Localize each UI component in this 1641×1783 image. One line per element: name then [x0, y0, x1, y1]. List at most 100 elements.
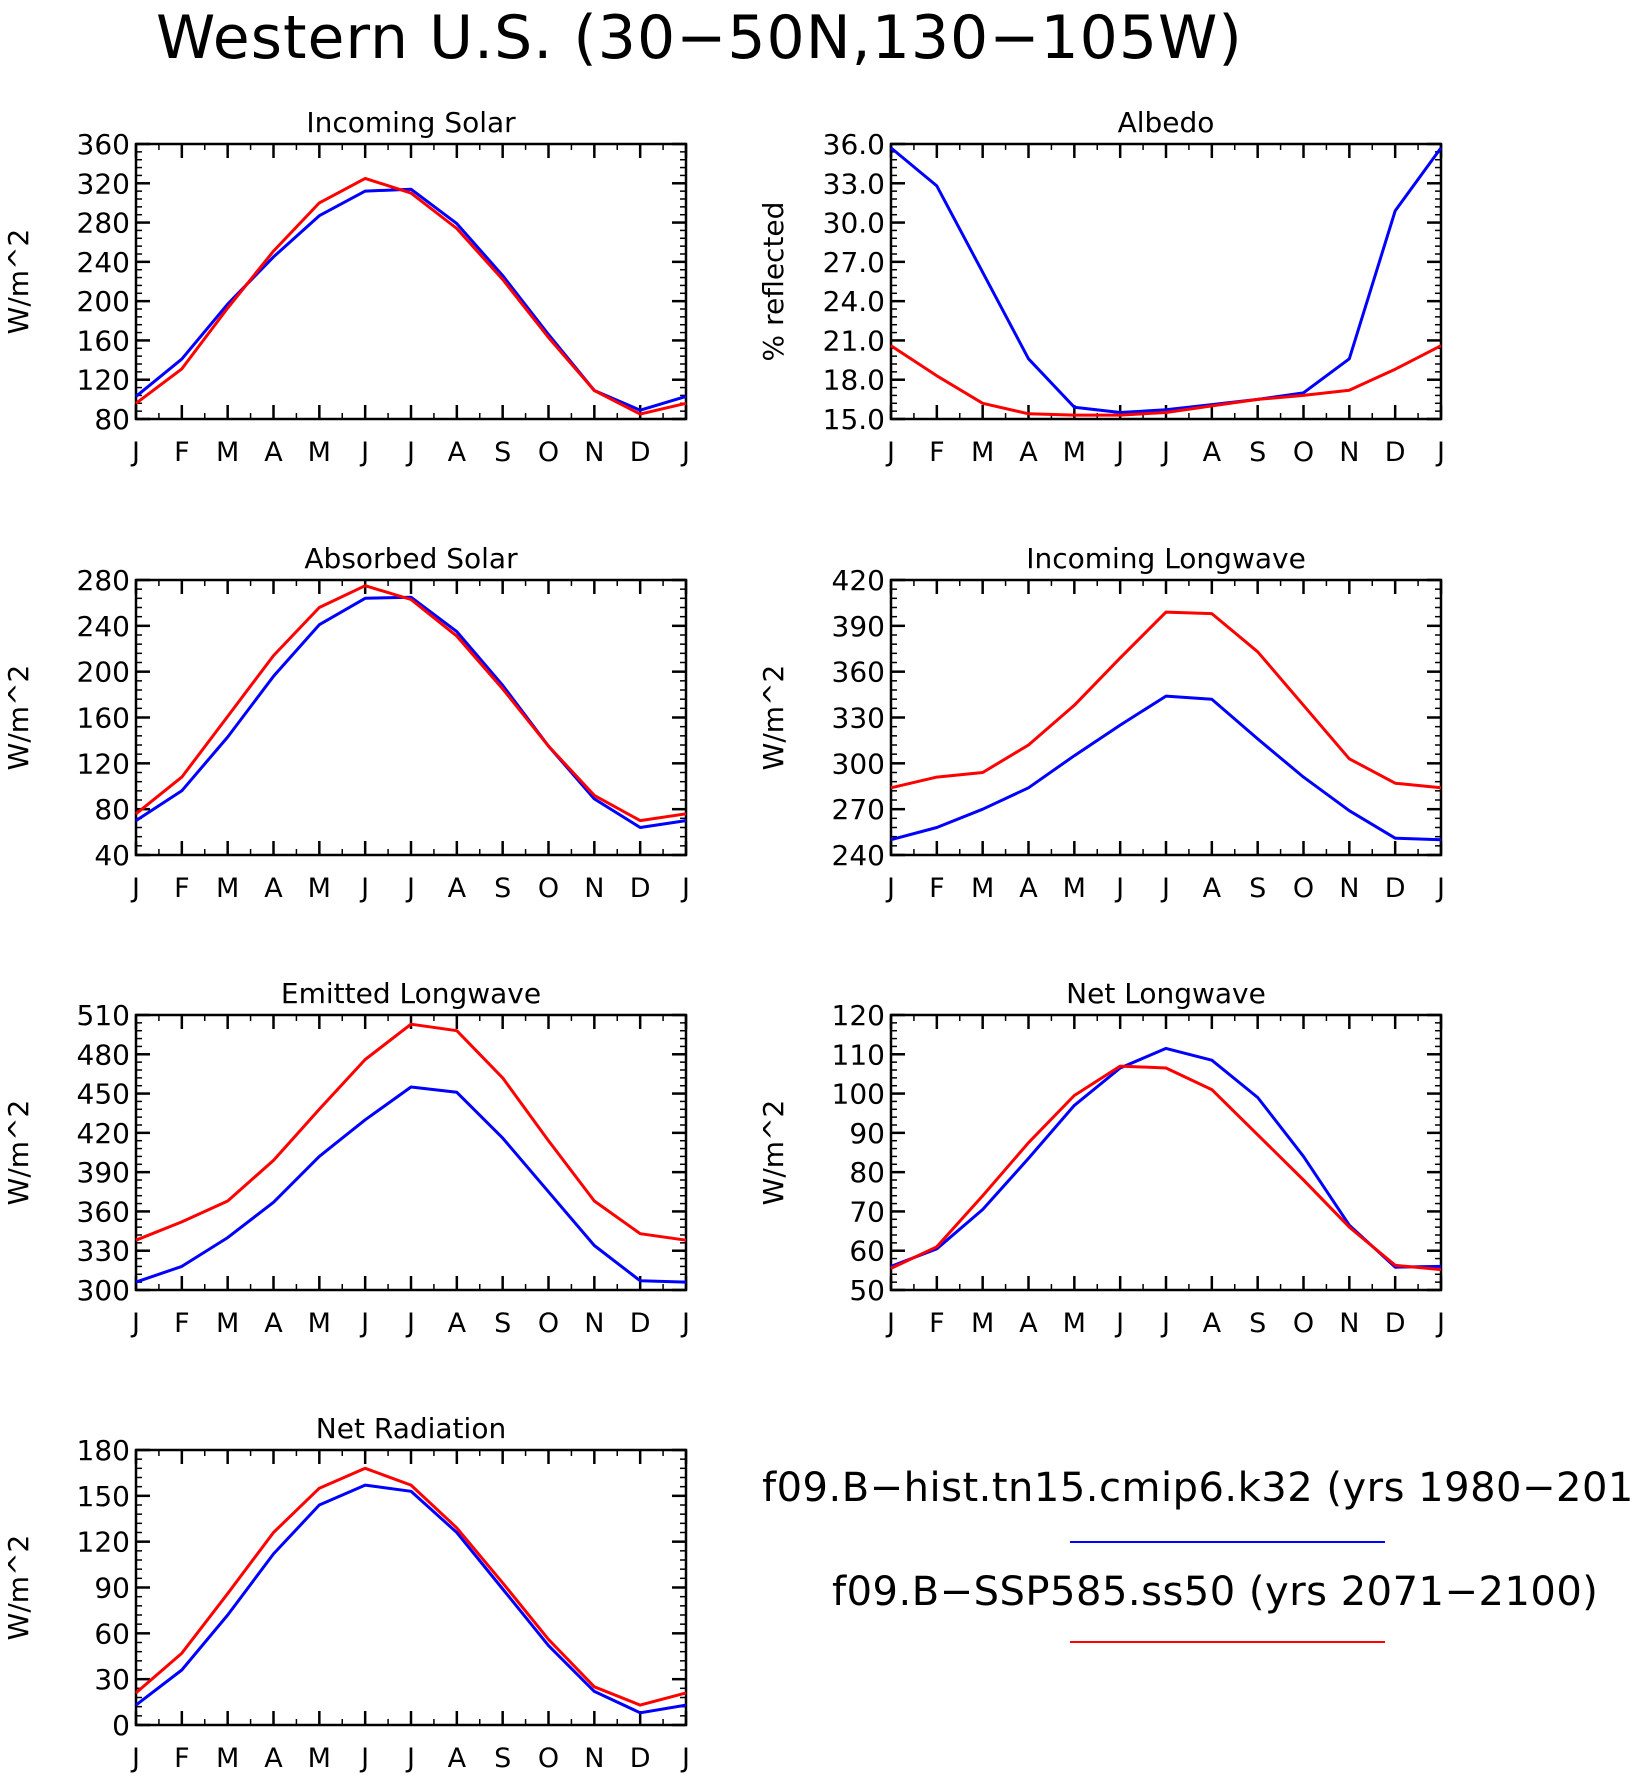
- y-tick-label: 360: [832, 656, 885, 689]
- panel-absorbed-solar: J F M A M J J A S O N D J4080120160200240280Absorbed…: [2, 542, 690, 904]
- x-tick-label: J: [1435, 437, 1445, 468]
- y-tick-label: 510: [77, 999, 130, 1032]
- y-tick-label: 280: [77, 564, 130, 597]
- y-tick-label: 80: [849, 1156, 885, 1189]
- y-tick-label: 320: [77, 167, 130, 200]
- series-line-hist: [890, 146, 1443, 414]
- x-tick-label: J: [130, 437, 140, 468]
- series-line-ssp585: [890, 344, 1442, 417]
- y-tick-label: 150: [77, 1480, 130, 1513]
- x-tick-label: N: [584, 1308, 604, 1339]
- y-tick-label: 120: [77, 747, 130, 780]
- x-tick-label: J: [1160, 437, 1170, 468]
- y-tick-label: 420: [77, 1117, 130, 1150]
- panel-title: Albedo: [1118, 106, 1215, 139]
- series-line-hist: [135, 187, 687, 412]
- panel-title: Incoming Solar: [306, 106, 516, 139]
- x-tick-label: A: [264, 437, 283, 468]
- x-tick-label: O: [538, 1308, 559, 1339]
- plot-frame: [134, 1013, 688, 1292]
- panel-title: Incoming Longwave: [1026, 542, 1306, 575]
- x-tick-label: J: [130, 873, 140, 904]
- y-tick-label: 18.0: [823, 364, 885, 397]
- x-tick-label: O: [1293, 873, 1314, 904]
- x-tick-label: J: [680, 437, 690, 468]
- x-tick-label: J: [1160, 1308, 1170, 1339]
- y-tick-label: 330: [77, 1235, 130, 1268]
- y-tick-label: 50: [849, 1274, 885, 1307]
- x-tick-label: S: [494, 437, 511, 468]
- x-tick-label: A: [448, 437, 467, 468]
- x-tick-label: D: [630, 1308, 651, 1339]
- y-tick-label: 180: [77, 1434, 130, 1467]
- panel-title: Net Radiation: [316, 1412, 506, 1445]
- y-tick-label: 120: [77, 364, 130, 397]
- figure-title: Western U.S. (30−50N,130−105W): [156, 3, 1243, 73]
- x-tick-label: F: [174, 1743, 190, 1774]
- x-tick-label: F: [174, 437, 190, 468]
- y-axis-label: W/m^2: [757, 665, 790, 771]
- x-tick-label: M: [971, 437, 994, 468]
- x-tick-label: S: [1249, 437, 1266, 468]
- x-tick-label: A: [264, 1743, 283, 1774]
- x-tick-label: J: [405, 437, 415, 468]
- x-tick-label: J: [405, 1308, 415, 1339]
- x-tick-label: J: [359, 1308, 369, 1339]
- x-tick-label: A: [1203, 873, 1222, 904]
- panel-incoming-solar: J F M A M J J A S O N D J80120160200240280320360Inco…: [2, 106, 690, 468]
- x-tick-label: O: [1293, 1308, 1314, 1339]
- x-tick-label: D: [630, 873, 651, 904]
- x-tick-label: A: [448, 1308, 467, 1339]
- y-tick-label: 110: [832, 1038, 885, 1071]
- series-line-ssp585: [135, 1466, 687, 1707]
- y-tick-label: 27.0: [823, 246, 885, 279]
- series-line-hist: [135, 1483, 687, 1715]
- x-tick-label: J: [680, 873, 690, 904]
- x-tick-label: M: [216, 1308, 239, 1339]
- x-tick-label: J: [1160, 873, 1170, 904]
- x-tick-label: M: [1063, 437, 1086, 468]
- x-tick-label: A: [1019, 437, 1038, 468]
- plot-frame: [134, 142, 688, 421]
- legend-line-ssp585: [1070, 1641, 1385, 1643]
- series-line-ssp585: [135, 1022, 687, 1242]
- x-tick-label: M: [971, 1308, 994, 1339]
- x-tick-label: N: [584, 873, 604, 904]
- x-tick-label: J: [1114, 1308, 1124, 1339]
- x-tick-label: M: [308, 437, 331, 468]
- x-tick-label: J: [1114, 437, 1124, 468]
- x-tick-label: N: [1339, 873, 1359, 904]
- x-tick-label: N: [1339, 437, 1359, 468]
- x-tick-label: J: [130, 1743, 140, 1774]
- x-tick-label: A: [448, 1743, 467, 1774]
- x-tick-label: A: [264, 873, 283, 904]
- legend-label-ssp585: f09.B−SSP585.ss50 (yrs 2071−2100): [832, 1569, 1599, 1615]
- y-tick-label: 280: [77, 207, 130, 240]
- x-tick-label: D: [630, 437, 651, 468]
- x-tick-label: J: [680, 1743, 690, 1774]
- x-tick-label: A: [1019, 873, 1038, 904]
- x-tick-label: D: [1385, 437, 1406, 468]
- x-tick-label: N: [584, 437, 604, 468]
- y-tick-label: 90: [849, 1117, 885, 1150]
- series-line-hist: [890, 694, 1442, 842]
- x-tick-label: M: [216, 437, 239, 468]
- x-tick-label: S: [1249, 873, 1266, 904]
- x-tick-label: J: [885, 437, 895, 468]
- x-tick-label: J: [1435, 873, 1445, 904]
- x-tick-label: M: [308, 1308, 331, 1339]
- y-tick-label: 40: [94, 839, 130, 872]
- x-tick-label: F: [929, 873, 945, 904]
- x-tick-label: A: [1019, 1308, 1038, 1339]
- x-tick-label: F: [174, 1308, 190, 1339]
- y-tick-label: 70: [849, 1195, 885, 1228]
- x-tick-label: M: [216, 1743, 239, 1774]
- y-tick-label: 300: [77, 1274, 130, 1307]
- y-tick-label: 36.0: [823, 128, 885, 161]
- y-tick-label: 240: [832, 839, 885, 872]
- x-tick-label: J: [405, 873, 415, 904]
- y-axis-label: W/m^2: [2, 665, 35, 771]
- y-tick-label: 360: [77, 1195, 130, 1228]
- y-tick-label: 0: [112, 1709, 130, 1742]
